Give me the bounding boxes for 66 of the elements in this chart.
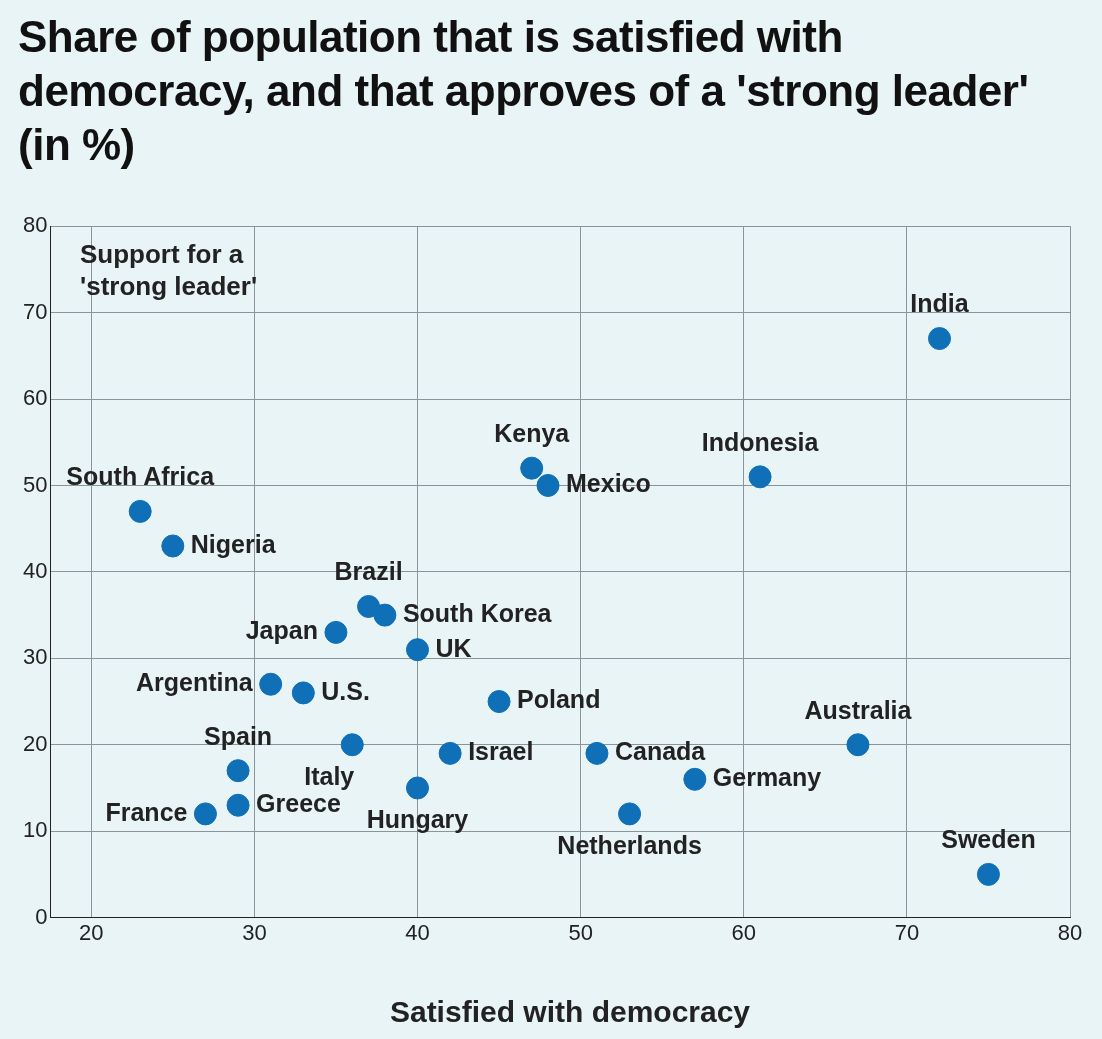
- point: [259, 672, 283, 696]
- annotation: Spain: [204, 721, 273, 750]
- point: [748, 465, 772, 489]
- annotation: Japan: [245, 616, 318, 645]
- annotation: Indonesia: [701, 427, 820, 456]
- y-tick-label: 40: [22, 557, 48, 583]
- y-tick-label: 20: [22, 730, 48, 756]
- x-tick-label: 70: [894, 919, 920, 945]
- annotation: Sweden: [941, 825, 1036, 854]
- point: [324, 620, 348, 644]
- point: [976, 862, 1000, 886]
- point: [438, 741, 462, 765]
- annotation: Poland: [517, 685, 601, 714]
- point: [487, 690, 511, 714]
- annotation: Canada: [614, 737, 707, 766]
- point: [846, 733, 870, 757]
- annotation: Mexico: [566, 469, 651, 498]
- annotation: Nigeria: [190, 529, 277, 558]
- x-tick-label: 50: [568, 919, 593, 945]
- annotation: France: [105, 797, 188, 826]
- annotation: Brazil: [334, 557, 403, 586]
- annotation: Hungary: [366, 804, 469, 833]
- point: [193, 802, 217, 826]
- point: [406, 638, 429, 662]
- annotation: Argentina: [136, 668, 254, 697]
- point: [618, 802, 642, 826]
- point: [683, 767, 707, 791]
- point: [520, 456, 544, 480]
- y-tick-label: 10: [22, 817, 48, 843]
- point: [406, 776, 429, 800]
- point: [340, 733, 364, 757]
- y-tick-label: 80: [22, 212, 48, 238]
- point: [585, 741, 609, 765]
- annotation: Germany: [712, 763, 822, 792]
- annotation: Israel: [468, 737, 534, 766]
- point: [373, 603, 397, 627]
- x-tick-label: 60: [731, 919, 756, 945]
- y-tick-label: 50: [22, 471, 48, 497]
- point: [928, 327, 951, 351]
- x-tick-label: 80: [1057, 919, 1083, 945]
- x-tick-label: 30: [242, 919, 267, 945]
- annotation: Netherlands: [557, 830, 702, 859]
- y-tick-label: 70: [22, 298, 48, 324]
- point: [161, 534, 185, 558]
- y-tick-label: 60: [22, 385, 48, 411]
- annotation: Australia: [804, 695, 913, 724]
- y-axis-title: Support for a 'strong leader': [80, 238, 259, 302]
- annotation: UK: [435, 633, 472, 662]
- y-tick-label: 0: [35, 903, 48, 929]
- annotation: U.S.: [321, 676, 370, 705]
- annotation: South Africa: [66, 462, 216, 491]
- point: [128, 499, 152, 523]
- point: [226, 793, 250, 817]
- point: [536, 473, 560, 497]
- point: [291, 681, 315, 705]
- annotation: South Korea: [402, 599, 553, 627]
- x-axis-title: Satisfied with democracy: [388, 995, 752, 1029]
- chart-title: Share of population that is satisfied with democracy, and that approves of a 'strong leader' (in %): [17, 11, 1030, 171]
- annotation: Italy: [304, 761, 355, 790]
- annotation: Kenya: [494, 419, 571, 448]
- point: [226, 759, 250, 783]
- annotation: Greece: [256, 789, 341, 818]
- x-tick-label: 20: [79, 919, 104, 945]
- annotation: India: [910, 289, 970, 318]
- x-tick-label: 40: [405, 919, 430, 945]
- y-tick-label: 30: [22, 644, 48, 670]
